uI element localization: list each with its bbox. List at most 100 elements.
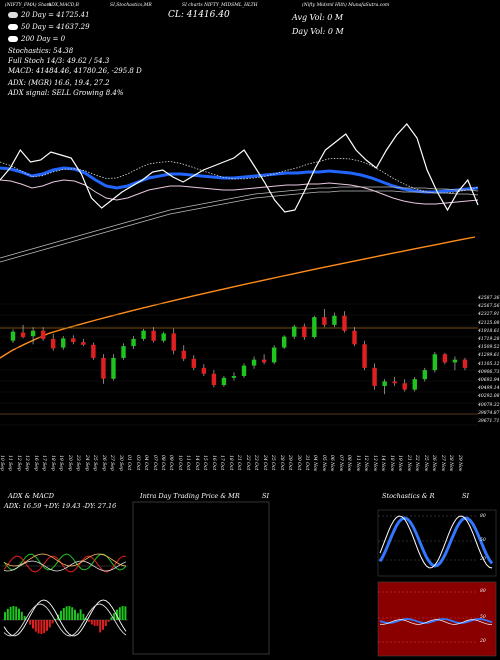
candle-body	[231, 376, 237, 378]
macd-histogram-bar	[90, 620, 93, 625]
candle	[201, 364, 207, 377]
macd-signal-line	[3, 603, 127, 637]
candle	[211, 370, 217, 388]
candle-body	[141, 330, 146, 339]
candle-area	[0, 303, 478, 426]
macd-histogram-bar	[60, 610, 62, 620]
candle-body	[191, 358, 197, 368]
candle	[352, 327, 357, 347]
adx-signal-stat: ADX signal: SELL Growing 8.4%	[8, 89, 124, 97]
ema200-stat: 200 Day = 0	[8, 35, 65, 43]
price-scale-label: 41719.28	[478, 337, 500, 342]
stoch-d-line	[379, 515, 493, 569]
ema-slow-line	[0, 236, 476, 359]
price-scale-label: 39874.87	[478, 410, 500, 416]
header-segment-3: SI charts NIFTY_MIDSML_HLTH	[182, 3, 258, 8]
candle	[402, 379, 407, 392]
candle	[342, 311, 347, 333]
candle-body	[121, 346, 126, 358]
candle	[452, 356, 458, 371]
candle-body	[422, 370, 428, 380]
price-scale-label: 40906.73	[478, 369, 500, 375]
mrsi-lines	[378, 591, 493, 643]
day-volume: Day Vol: 0 M	[292, 27, 344, 36]
price-scale-label: 41299.61	[478, 353, 500, 359]
macd-histogram-bar	[51, 620, 54, 624]
macd-histogram-bar	[116, 609, 118, 620]
price-scale-label: 42327.91	[478, 312, 500, 318]
adx-line	[3, 560, 127, 572]
candle	[432, 352, 438, 373]
adx-orange-line	[3, 553, 127, 567]
macd-histogram-bar	[121, 606, 124, 620]
candle	[221, 376, 227, 387]
candle-body	[131, 338, 136, 347]
candle-body	[462, 359, 468, 368]
stoch-lines	[378, 515, 494, 569]
candle-body	[201, 367, 207, 374]
adx-reading: ADX: 16.59 +DY: 19.43 -DY: 27.16	[4, 502, 117, 510]
macd-histogram-bar	[20, 611, 23, 620]
candle-body	[241, 365, 247, 377]
main-price-chart	[0, 123, 479, 426]
candle	[261, 354, 267, 365]
candle-body	[151, 330, 156, 341]
header-segment-0: (NIFTY_FMA) Share	[5, 3, 52, 8]
candle-body	[382, 381, 387, 386]
candle	[141, 328, 146, 341]
candle	[412, 376, 417, 392]
candle	[392, 376, 397, 386]
stoch-stat: Stochastics: 54.38	[8, 47, 74, 55]
macd-histogram-bar	[124, 606, 127, 620]
macd-histogram-bar	[88, 620, 90, 622]
candle	[161, 331, 166, 343]
price-scale-label: 41918.61	[478, 328, 500, 334]
macd-histogram-bar	[82, 613, 85, 620]
close-line	[0, 123, 479, 213]
candle-body	[81, 342, 86, 345]
ema20-swatch-icon	[8, 12, 18, 18]
candle	[151, 327, 156, 343]
macd-histogram-bar	[32, 620, 34, 629]
candle-body	[452, 359, 458, 363]
candle	[71, 335, 76, 345]
macd-histogram-bar	[93, 620, 96, 626]
stoch-tick-80: 80	[480, 514, 486, 519]
macd-histogram-bar	[9, 606, 12, 620]
macd-histogram-bar	[96, 620, 99, 626]
macd-panel	[2, 599, 128, 637]
macd-histogram-bar	[107, 620, 110, 622]
candle	[292, 324, 297, 339]
candle	[241, 363, 247, 378]
mrsi-tick-20: 20	[480, 639, 486, 644]
macd-histogram-bar	[65, 606, 68, 620]
candle-body	[71, 338, 76, 343]
mrsi-tick-50: 50	[480, 615, 486, 620]
candle-body	[50, 338, 56, 349]
stoch-tick-50: 50	[480, 538, 486, 543]
candle	[30, 327, 36, 345]
macd-histogram-bar	[110, 617, 113, 620]
stoch-panel-title: Stochastics & R	[382, 492, 435, 500]
macd-line	[3, 599, 127, 637]
ema200-swatch-icon	[8, 36, 18, 42]
macd-histogram-bar	[43, 620, 46, 634]
top-overlay-lines	[0, 123, 479, 359]
macd-histogram-bar	[54, 618, 57, 620]
candle	[271, 345, 277, 365]
intra-panel-title-right: SI	[262, 492, 270, 500]
intra-day-panel	[132, 501, 270, 655]
adx-panel-title: ADX & MACD	[8, 492, 54, 500]
candle-body	[271, 347, 277, 363]
macd-histogram-bar	[6, 608, 9, 620]
ema20-stat: 20 Day = 41725.41	[8, 11, 90, 19]
stoch-panel-title-right: SI	[462, 492, 470, 500]
candle-body	[10, 331, 16, 341]
price-scale-label: 40292.08	[478, 394, 500, 400]
candle-body	[30, 330, 36, 337]
macd-histogram-bar	[62, 607, 65, 620]
header-segment-1: ADX,MACD,B	[48, 3, 79, 8]
candle	[332, 312, 337, 328]
candle-body	[111, 357, 116, 379]
candle	[50, 333, 56, 351]
